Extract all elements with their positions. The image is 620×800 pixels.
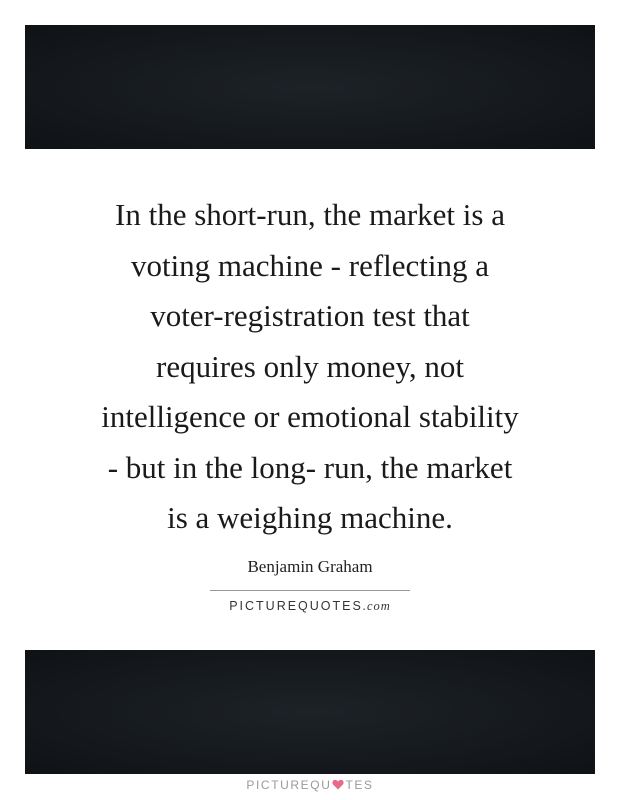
quote-line: In the short-run, the market is a: [115, 197, 505, 232]
quote-line: voter-registration test that: [150, 298, 470, 333]
watermark-prefix: PICTUREQU: [246, 778, 332, 792]
brand-logo: PICTUREQUOTES.com: [0, 597, 620, 615]
quote-text: In the short-run, the market is a voting…: [40, 190, 580, 544]
quote-line: intelligence or emotional stability: [101, 399, 519, 434]
quote-author: Benjamin Graham: [247, 557, 373, 576]
quote-line: requires only money, not: [156, 348, 464, 384]
watermark-suffix: TES: [345, 778, 374, 792]
author-divider: [210, 590, 410, 591]
heart-icon: [332, 779, 345, 790]
bottom-image-band: [25, 650, 595, 774]
watermark: PICTUREQU TES: [0, 778, 620, 792]
brand-domain: .com: [362, 599, 391, 613]
top-image-band: [25, 25, 595, 149]
quote-line: is a weighing machine.: [167, 500, 453, 535]
quote-line: voting machine - reflecting a: [130, 247, 490, 283]
quote-line: - but in the long- run, the market: [107, 449, 513, 485]
brand-word: PICTUREQUOTES: [229, 599, 363, 613]
